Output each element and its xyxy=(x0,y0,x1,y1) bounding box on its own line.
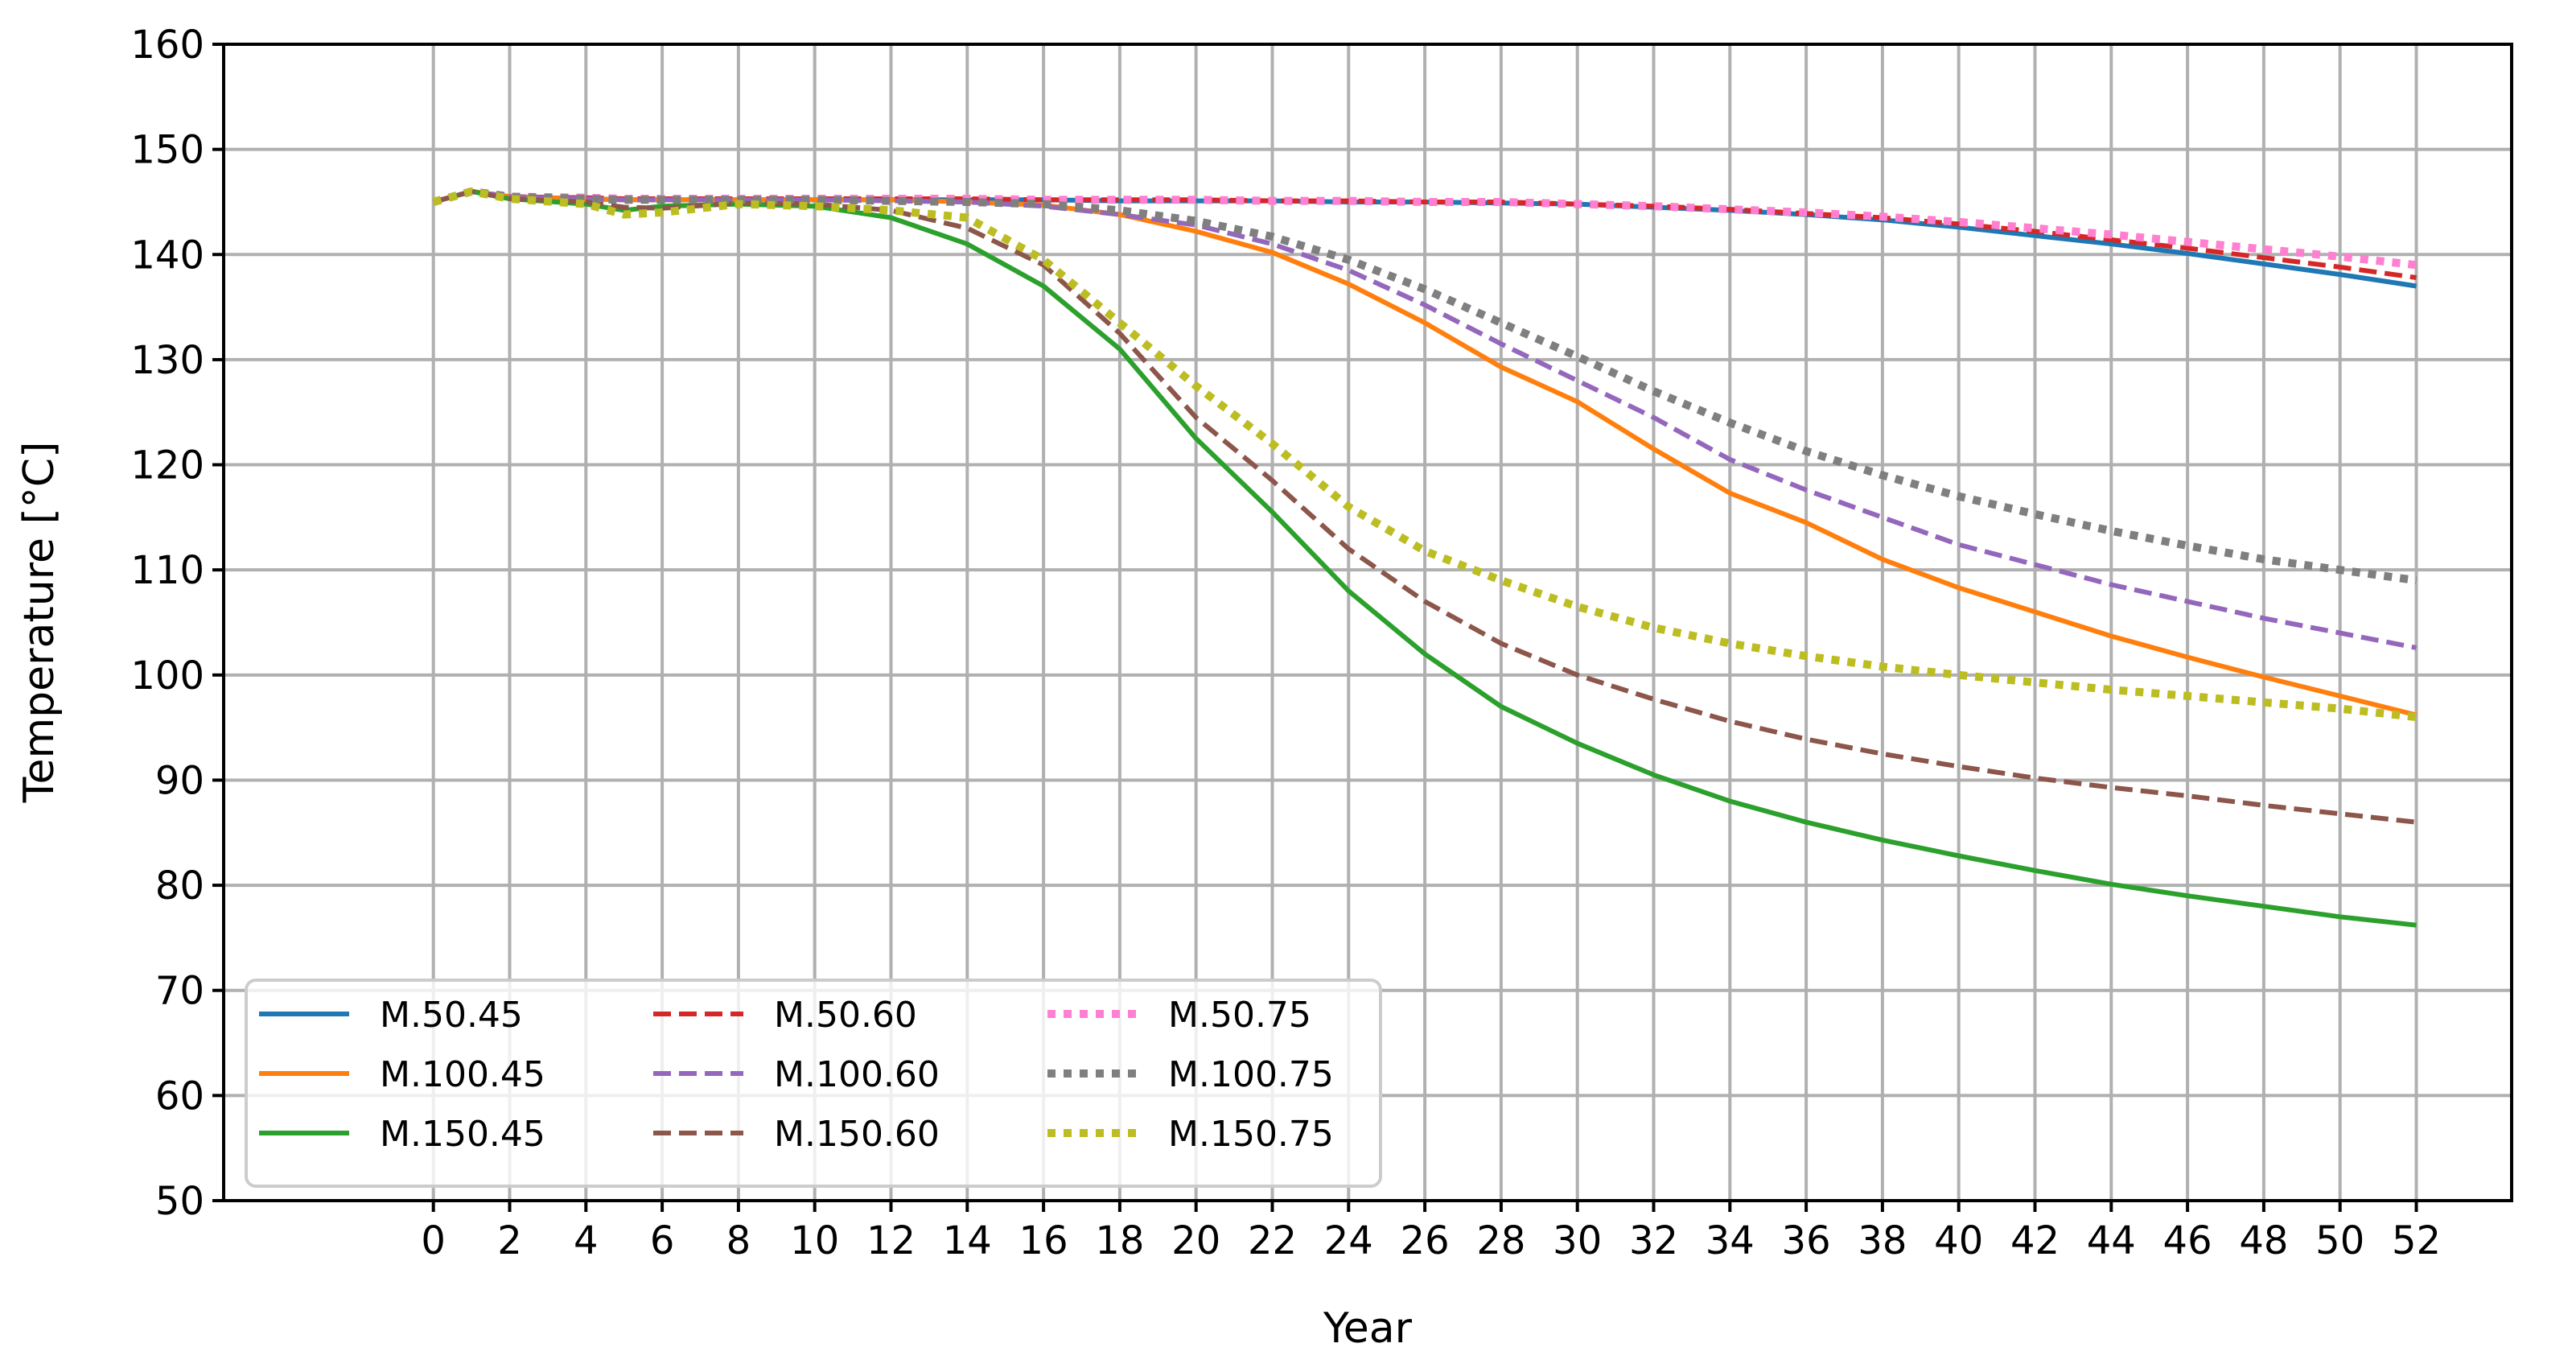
x-tick-label: 42 xyxy=(2010,1218,2060,1263)
y-tick-label: 110 xyxy=(130,548,204,593)
legend: M.50.45 M.100.45 M.150.45 M.50.60 M.100.60 M.… xyxy=(245,979,1382,1188)
x-tick-label: 44 xyxy=(2087,1218,2136,1263)
y-tick-label: 70 xyxy=(155,969,204,1014)
y-tick-label: 140 xyxy=(130,233,204,278)
x-tick-label: 10 xyxy=(790,1218,839,1263)
x-tick-label: 40 xyxy=(1934,1218,1983,1263)
x-tick-label: 48 xyxy=(2239,1218,2288,1263)
series-line-m-150-75 xyxy=(432,187,2418,722)
x-tick-label: 20 xyxy=(1171,1218,1220,1263)
x-tick-label: 4 xyxy=(574,1218,599,1263)
series-line-m-100-60 xyxy=(432,188,2418,650)
axis-ticks: 0 2 4 6 8 10 12 14 16 18 20 22 24 26 28 30 32 34 36 38 40 42 4… xyxy=(130,23,2441,1263)
y-tick-label: 90 xyxy=(155,758,204,803)
x-tick-label: 8 xyxy=(726,1218,751,1263)
x-tick-label: 12 xyxy=(866,1218,916,1263)
legend-label: M.50.45 xyxy=(380,995,523,1036)
y-tick-label: 80 xyxy=(155,863,204,909)
x-tick-label: 50 xyxy=(2315,1218,2364,1263)
x-tick-label: 16 xyxy=(1019,1218,1068,1263)
x-tick-label: 14 xyxy=(943,1218,992,1263)
x-tick-label: 24 xyxy=(1324,1218,1373,1263)
legend-label: M.50.75 xyxy=(1168,995,1311,1036)
y-tick-label: 120 xyxy=(130,443,204,488)
x-tick-label: 28 xyxy=(1476,1218,1525,1263)
legend-label: M.150.75 xyxy=(1168,1114,1334,1155)
x-tick-label: 38 xyxy=(1858,1218,1907,1263)
legend-label: M.100.75 xyxy=(1168,1054,1334,1095)
x-tick-label: 46 xyxy=(2163,1218,2212,1263)
x-tick-label: 6 xyxy=(650,1218,675,1263)
x-tick-label: 26 xyxy=(1401,1218,1450,1263)
x-tick-label: 22 xyxy=(1248,1218,1297,1263)
plot-series xyxy=(432,187,2418,928)
x-tick-label: 18 xyxy=(1095,1218,1144,1263)
series-line-m-150-60 xyxy=(432,188,2417,825)
x-tick-label: 2 xyxy=(497,1218,522,1263)
y-tick-label: 160 xyxy=(130,23,204,68)
legend-entries: M.50.45 M.100.45 M.150.45 M.50.60 M.100.60 M.… xyxy=(259,995,1334,1155)
y-tick-label: 50 xyxy=(155,1179,204,1224)
x-tick-label: 34 xyxy=(1706,1218,1755,1263)
x-tick-label: 36 xyxy=(1782,1218,1831,1263)
x-axis-label: Year xyxy=(1323,1304,1413,1353)
y-tick-label: 100 xyxy=(130,653,204,698)
y-tick-label: 130 xyxy=(130,338,204,383)
y-axis-label: Temperature [°C] xyxy=(15,442,64,804)
series-line-m-50-75 xyxy=(432,187,2418,270)
legend-label: M.150.45 xyxy=(380,1114,545,1155)
y-tick-label: 60 xyxy=(155,1073,204,1119)
x-tick-label: 0 xyxy=(421,1218,446,1263)
x-tick-label: 30 xyxy=(1553,1218,1602,1263)
legend-label: M.150.60 xyxy=(774,1114,940,1155)
x-tick-label: 52 xyxy=(2392,1218,2441,1263)
plot-frame xyxy=(222,43,2513,1202)
x-tick-label: 32 xyxy=(1629,1218,1678,1263)
series-line-m-100-75 xyxy=(432,187,2418,585)
legend-label: M.100.45 xyxy=(380,1054,545,1095)
legend-label: M.50.60 xyxy=(774,995,917,1036)
y-tick-label: 150 xyxy=(130,128,204,173)
legend-label: M.100.60 xyxy=(774,1054,940,1095)
